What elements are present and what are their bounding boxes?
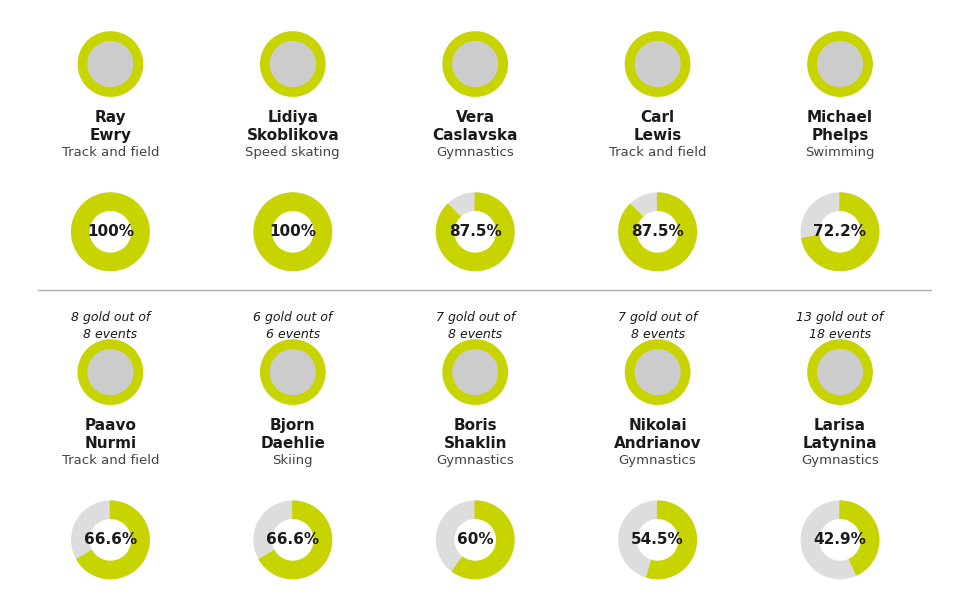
Polygon shape: [619, 193, 696, 270]
Polygon shape: [637, 212, 678, 252]
Text: 54.5%: 54.5%: [632, 533, 684, 547]
Polygon shape: [259, 501, 331, 578]
Polygon shape: [444, 340, 507, 404]
Polygon shape: [72, 193, 149, 270]
Text: 66.6%: 66.6%: [266, 533, 320, 547]
Polygon shape: [619, 193, 696, 270]
Polygon shape: [261, 32, 324, 96]
Polygon shape: [451, 40, 499, 88]
Polygon shape: [802, 501, 878, 578]
Polygon shape: [820, 520, 860, 560]
Text: Track and field: Track and field: [61, 454, 159, 467]
Text: Skiing: Skiing: [273, 454, 313, 467]
Text: 100%: 100%: [87, 224, 133, 239]
Text: Vera
Caslavska: Vera Caslavska: [432, 110, 518, 143]
Polygon shape: [254, 501, 331, 578]
Text: Boris
Shaklin: Boris Shaklin: [444, 418, 507, 451]
Polygon shape: [455, 520, 495, 560]
Text: Larisa
Latynina: Larisa Latynina: [803, 418, 877, 451]
Polygon shape: [254, 193, 331, 270]
Text: Track and field: Track and field: [609, 146, 707, 159]
Polygon shape: [77, 501, 149, 578]
Polygon shape: [451, 348, 499, 396]
Text: 60%: 60%: [457, 533, 493, 547]
Polygon shape: [72, 193, 149, 270]
Polygon shape: [90, 212, 131, 252]
Polygon shape: [79, 340, 142, 404]
Polygon shape: [840, 501, 878, 575]
Text: Carl
Lewis: Carl Lewis: [634, 110, 682, 143]
Polygon shape: [626, 340, 689, 404]
Polygon shape: [269, 40, 317, 88]
Polygon shape: [437, 501, 514, 578]
Text: Swimming: Swimming: [805, 146, 875, 159]
Polygon shape: [90, 520, 131, 560]
Text: 7 gold out of
8 events: 7 gold out of 8 events: [618, 311, 697, 341]
Text: 100%: 100%: [270, 224, 316, 239]
Polygon shape: [261, 340, 324, 404]
Polygon shape: [79, 32, 142, 96]
Polygon shape: [254, 193, 331, 270]
Text: 7 gold out of
8 events: 7 gold out of 8 events: [436, 311, 515, 341]
Text: Nikolai
Andrianov: Nikolai Andrianov: [613, 418, 702, 451]
Polygon shape: [637, 520, 678, 560]
Text: 72.2%: 72.2%: [813, 224, 867, 239]
Polygon shape: [273, 212, 313, 252]
Polygon shape: [802, 193, 878, 270]
Text: Track and field: Track and field: [61, 146, 159, 159]
Polygon shape: [455, 212, 495, 252]
Text: 13 gold out of
18 events: 13 gold out of 18 events: [797, 311, 883, 341]
Polygon shape: [86, 40, 134, 88]
Polygon shape: [273, 520, 313, 560]
Polygon shape: [269, 348, 317, 396]
Text: Gymnastics: Gymnastics: [437, 454, 514, 467]
Text: Michael
Phelps: Michael Phelps: [807, 110, 873, 143]
Text: 87.5%: 87.5%: [449, 224, 501, 239]
Text: 6 gold out of
6 events: 6 gold out of 6 events: [253, 311, 332, 341]
Polygon shape: [634, 40, 682, 88]
Text: Bjorn
Daehlie: Bjorn Daehlie: [260, 418, 325, 451]
Polygon shape: [820, 212, 860, 252]
Polygon shape: [626, 32, 689, 96]
Polygon shape: [634, 348, 682, 396]
Text: Gymnastics: Gymnastics: [437, 146, 514, 159]
Text: 66.6%: 66.6%: [84, 533, 137, 547]
Text: 8 gold out of
8 events: 8 gold out of 8 events: [71, 311, 150, 341]
Polygon shape: [437, 193, 514, 270]
Polygon shape: [808, 340, 872, 404]
Polygon shape: [619, 501, 696, 578]
Text: Gymnastics: Gymnastics: [619, 454, 696, 467]
Polygon shape: [802, 193, 878, 270]
Text: Gymnastics: Gymnastics: [802, 454, 878, 467]
Text: Speed skating: Speed skating: [246, 146, 340, 159]
Text: Paavo
Nurmi: Paavo Nurmi: [84, 418, 136, 451]
Text: 42.9%: 42.9%: [813, 533, 867, 547]
Text: Lidiya
Skoblikova: Lidiya Skoblikova: [247, 110, 339, 143]
Polygon shape: [808, 32, 872, 96]
Polygon shape: [86, 348, 134, 396]
Polygon shape: [816, 348, 864, 396]
Polygon shape: [444, 32, 507, 96]
Polygon shape: [647, 501, 696, 578]
Polygon shape: [437, 193, 514, 270]
Polygon shape: [72, 501, 149, 578]
Polygon shape: [816, 40, 864, 88]
Polygon shape: [452, 501, 514, 578]
Text: Ray
Ewry: Ray Ewry: [89, 110, 132, 143]
Text: 87.5%: 87.5%: [632, 224, 684, 239]
